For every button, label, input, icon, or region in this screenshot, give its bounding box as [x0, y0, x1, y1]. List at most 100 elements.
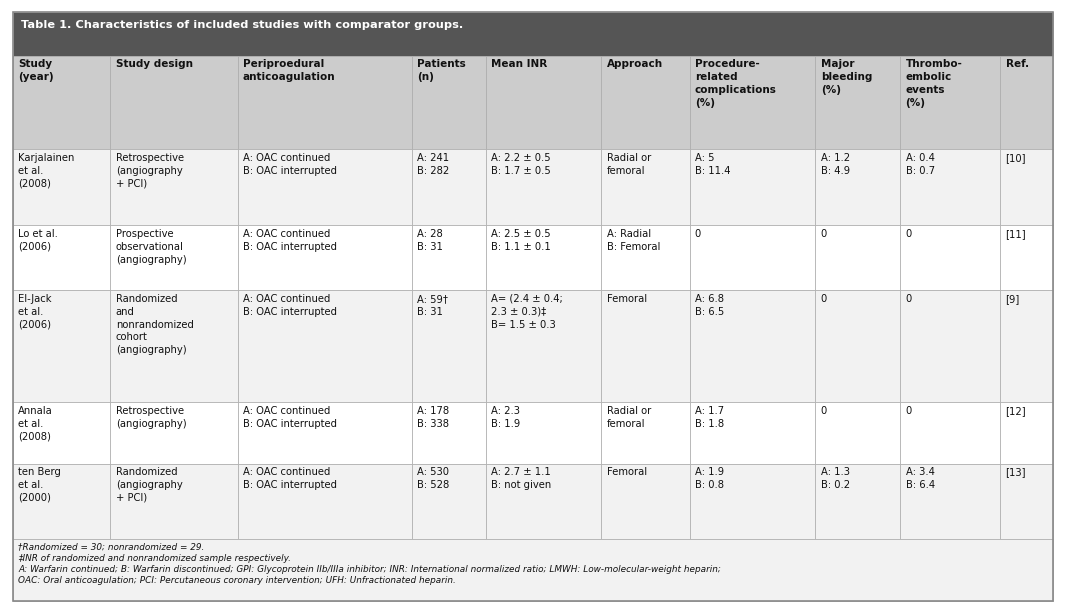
Text: A: 2.3
B: 1.9: A: 2.3 B: 1.9 [491, 406, 520, 429]
Text: 0: 0 [821, 229, 827, 239]
Bar [815, 225, 900, 290]
Text: Randomized
and
nonrandomized
cohort
(angiography): Randomized and nonrandomized cohort (ang… [116, 294, 194, 355]
Text: Lo et al.
(2006): Lo et al. (2006) [18, 229, 58, 252]
Bar [13, 56, 111, 149]
Bar [815, 464, 900, 539]
Text: A: 1.3
B: 0.2: A: 1.3 B: 0.2 [821, 467, 850, 490]
Bar [111, 464, 238, 539]
Text: 0: 0 [821, 406, 827, 416]
Text: Randomized
(angiography
+ PCI): Randomized (angiography + PCI) [116, 467, 182, 503]
Text: 0: 0 [695, 229, 701, 239]
Text: A: 530
B: 528: A: 530 B: 528 [417, 467, 450, 490]
Bar [486, 225, 601, 290]
Bar [1000, 149, 1053, 225]
Text: [10]: [10] [1005, 153, 1027, 163]
Bar [111, 56, 238, 149]
Text: Prospective
observational
(angiography): Prospective observational (angiography) [116, 229, 187, 265]
Bar [601, 402, 690, 464]
Text: A: 178
B: 338: A: 178 B: 338 [417, 406, 449, 429]
Text: 0: 0 [905, 229, 911, 239]
Bar [690, 56, 815, 149]
Text: Ref.: Ref. [1005, 59, 1029, 69]
Bar [238, 149, 411, 225]
Text: A: OAC continued
B: OAC interrupted: A: OAC continued B: OAC interrupted [243, 467, 337, 490]
Bar [815, 290, 900, 402]
Bar [900, 402, 1000, 464]
Bar [13, 290, 111, 402]
Bar [486, 290, 601, 402]
Text: A: 5
B: 11.4: A: 5 B: 11.4 [695, 153, 730, 176]
Bar [411, 225, 486, 290]
Bar [13, 464, 111, 539]
Bar [601, 149, 690, 225]
Bar [601, 225, 690, 290]
Text: A: OAC continued
B: OAC interrupted: A: OAC continued B: OAC interrupted [243, 406, 337, 429]
Bar [238, 225, 411, 290]
Bar [486, 149, 601, 225]
Bar [486, 56, 601, 149]
Text: A: OAC continued
B: OAC interrupted: A: OAC continued B: OAC interrupted [243, 229, 337, 252]
Text: Periproedural
anticoagulation: Periproedural anticoagulation [243, 59, 336, 82]
Text: A: OAC continued
B: OAC interrupted: A: OAC continued B: OAC interrupted [243, 153, 337, 176]
Bar [900, 464, 1000, 539]
Bar [13, 402, 111, 464]
Text: 0: 0 [821, 294, 827, 304]
Text: Radial or
femoral: Radial or femoral [607, 153, 651, 176]
Text: A: 28
B: 31: A: 28 B: 31 [417, 229, 443, 252]
Bar [690, 464, 815, 539]
Text: Approach: Approach [607, 59, 663, 69]
Text: [13]: [13] [1005, 467, 1027, 477]
Bar [238, 290, 411, 402]
Text: El-Jack
et al.
(2006): El-Jack et al. (2006) [18, 294, 51, 329]
Text: A: 1.2
B: 4.9: A: 1.2 B: 4.9 [821, 153, 850, 176]
Bar [411, 402, 486, 464]
Text: Retrospective
(angiography
+ PCI): Retrospective (angiography + PCI) [116, 153, 184, 188]
Text: A= (2.4 ± 0.4;
2.3 ± 0.3)‡
B= 1.5 ± 0.3: A= (2.4 ± 0.4; 2.3 ± 0.3)‡ B= 1.5 ± 0.3 [491, 294, 563, 329]
Text: A: 6.8
B: 6.5: A: 6.8 B: 6.5 [695, 294, 724, 317]
Text: [9]: [9] [1005, 294, 1020, 304]
Bar [690, 149, 815, 225]
Text: Thrombo-
embolic
events
(%): Thrombo- embolic events (%) [905, 59, 963, 107]
Text: Major
bleeding
(%): Major bleeding (%) [821, 59, 872, 95]
Bar [601, 290, 690, 402]
Bar [411, 290, 486, 402]
Bar [238, 402, 411, 464]
Text: Femoral: Femoral [607, 467, 647, 477]
Bar [601, 464, 690, 539]
Bar [900, 225, 1000, 290]
Bar [815, 56, 900, 149]
Bar [411, 149, 486, 225]
Text: A: OAC continued
B: OAC interrupted: A: OAC continued B: OAC interrupted [243, 294, 337, 317]
Bar [411, 464, 486, 539]
Bar [411, 56, 486, 149]
Bar [1000, 225, 1053, 290]
Text: A: 2.5 ± 0.5
B: 1.1 ± 0.1: A: 2.5 ± 0.5 B: 1.1 ± 0.1 [491, 229, 551, 252]
Text: Annala
et al.
(2008): Annala et al. (2008) [18, 406, 53, 442]
Bar [900, 56, 1000, 149]
Text: 0: 0 [905, 294, 911, 304]
Text: Study
(year): Study (year) [18, 59, 53, 82]
Bar [111, 225, 238, 290]
Bar [13, 149, 111, 225]
Bar [1000, 464, 1053, 539]
Text: [12]: [12] [1005, 406, 1027, 416]
Text: A: 0.4
B: 0.7: A: 0.4 B: 0.7 [905, 153, 935, 176]
Text: A: Radial
B: Femoral: A: Radial B: Femoral [607, 229, 660, 252]
Text: Procedure-
related
complications
(%): Procedure- related complications (%) [695, 59, 777, 107]
Bar [1000, 402, 1053, 464]
Text: Table 1. Characteristics of included studies with comparator groups.: Table 1. Characteristics of included stu… [21, 20, 464, 30]
Bar [1000, 290, 1053, 402]
Text: Femoral: Femoral [607, 294, 647, 304]
Text: A: 3.4
B: 6.4: A: 3.4 B: 6.4 [905, 467, 935, 490]
Text: A: 59†
B: 31: A: 59† B: 31 [417, 294, 448, 317]
Bar [13, 539, 1053, 601]
Text: Retrospective
(angiography): Retrospective (angiography) [116, 406, 187, 429]
Bar [238, 464, 411, 539]
Bar [815, 149, 900, 225]
Text: Study design: Study design [116, 59, 193, 69]
Bar [238, 56, 411, 149]
Text: ten Berg
et al.
(2000): ten Berg et al. (2000) [18, 467, 61, 503]
Text: Karjalainen
et al.
(2008): Karjalainen et al. (2008) [18, 153, 75, 188]
Text: †Randomized = 30; nonrandomized = 29.
‡INR of randomized and nonrandomized sampl: †Randomized = 30; nonrandomized = 29. ‡I… [18, 542, 721, 585]
Bar [13, 12, 1053, 56]
